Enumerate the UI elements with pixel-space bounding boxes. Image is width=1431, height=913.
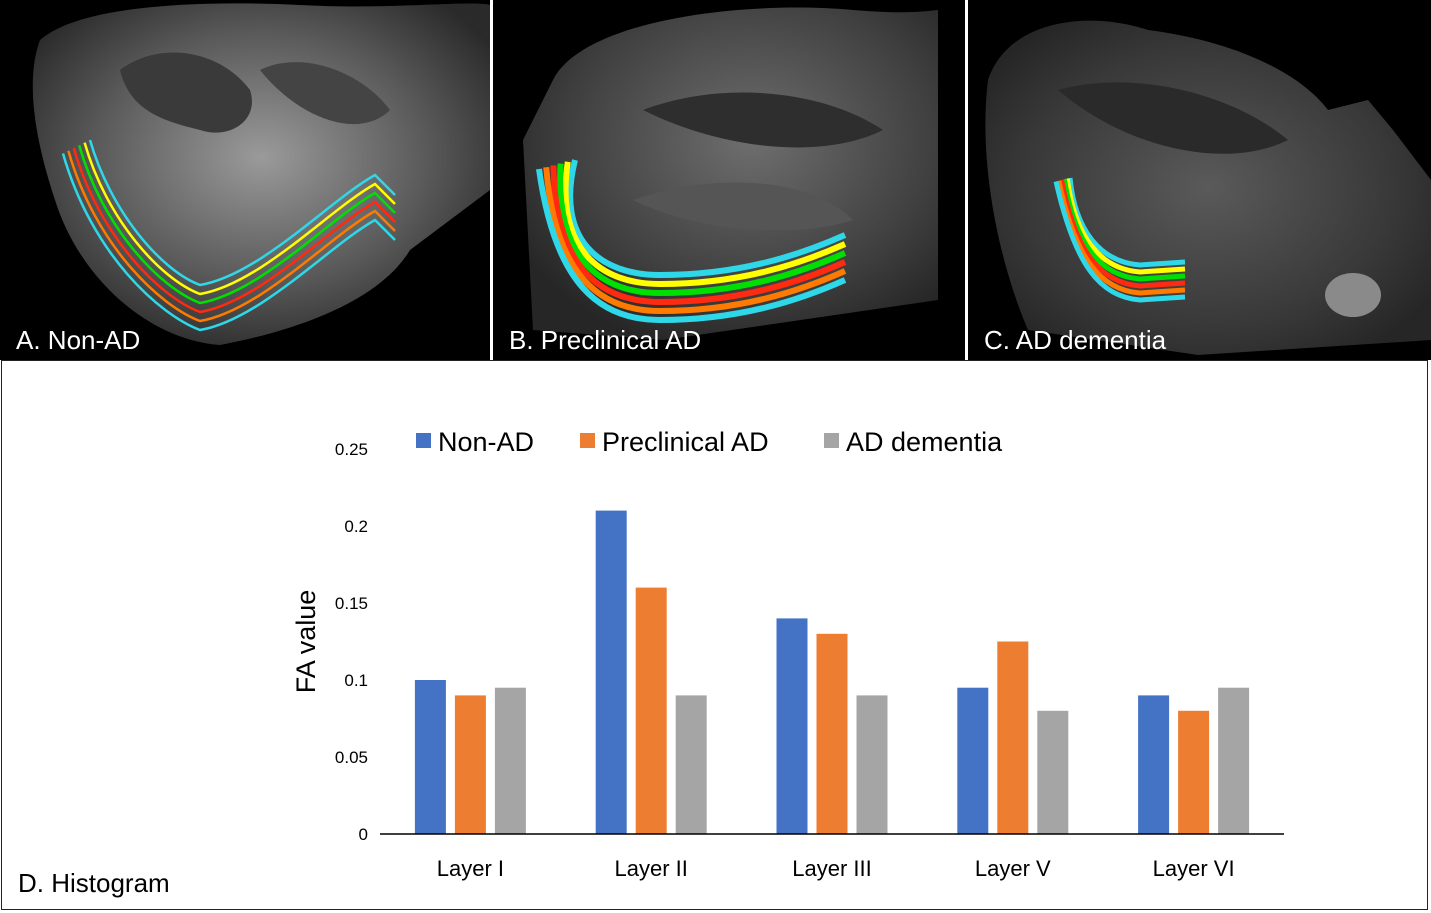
bar-series xyxy=(414,510,1250,834)
legend-label: AD dementia xyxy=(846,427,1003,457)
bar xyxy=(595,510,627,834)
cortical-layer-contours xyxy=(1053,177,1186,303)
bar xyxy=(816,633,848,834)
bar xyxy=(1138,695,1170,834)
bar xyxy=(454,695,486,834)
layer-contour-line xyxy=(1053,180,1186,303)
layer-contour-line xyxy=(557,163,847,297)
tissue-fold xyxy=(120,52,252,133)
layer-contour-line xyxy=(567,159,847,279)
panel-ad-dementia-image: C. AD dementia xyxy=(968,0,1431,360)
bar xyxy=(414,680,446,834)
y-axis: 0 0.05 0.1 0.15 0.2 0.25 xyxy=(335,440,368,844)
layer-contour-line xyxy=(1067,177,1186,268)
x-tick-label: Layer V xyxy=(975,856,1051,881)
legend-label: Preclinical AD xyxy=(602,427,769,457)
layer-contour-line xyxy=(83,142,396,296)
legend-swatch xyxy=(580,433,595,448)
layer-contour-line xyxy=(543,166,847,315)
panel-label: B. Preclinical AD xyxy=(509,325,702,355)
bar xyxy=(1178,710,1210,834)
layer-contour-line xyxy=(61,153,396,332)
x-tick-label: Layer II xyxy=(615,856,688,881)
y-tick-label: 0.05 xyxy=(335,748,368,767)
layer-contour-line xyxy=(67,150,396,323)
bar xyxy=(856,695,888,834)
tissue-fold xyxy=(260,62,390,125)
panel-label: A. Non-AD xyxy=(16,325,141,355)
bar xyxy=(997,641,1029,834)
layer-contour-line xyxy=(536,168,847,324)
x-tick-label: Layer I xyxy=(437,856,504,881)
layer-contour-line xyxy=(1059,179,1186,289)
tissue-fold xyxy=(1058,82,1288,154)
y-tick-label: 0.15 xyxy=(335,594,368,613)
x-tick-label: Layer VI xyxy=(1153,856,1235,881)
histogram-panel-label: D. Histogram xyxy=(18,868,170,898)
legend-swatch xyxy=(824,433,839,448)
histogram-panel: Non-AD Preclinical AD AD dementia 0 0.05 0.1… xyxy=(1,360,1428,910)
layer-contour-line xyxy=(1061,178,1186,282)
legend-label: Non-AD xyxy=(438,427,534,457)
layer-contour-line xyxy=(77,145,396,305)
bar-chart: Non-AD Preclinical AD AD dementia 0 0.05 0.1… xyxy=(291,427,1284,881)
layer-contour-line xyxy=(1064,178,1186,275)
bar xyxy=(675,695,707,834)
layer-contour-line xyxy=(550,165,847,306)
panel-non-ad-image: A. Non-AD xyxy=(0,0,490,360)
tissue-spot xyxy=(1325,273,1381,317)
mri-slice-non-ad xyxy=(32,3,490,345)
tissue-fold xyxy=(643,92,883,148)
panel-preclinical-ad-image: B. Preclinical AD xyxy=(493,0,965,360)
y-axis-label: FA value xyxy=(291,590,321,694)
x-tick-label: Layer III xyxy=(792,856,871,881)
bar xyxy=(494,687,526,834)
bar xyxy=(635,587,667,834)
layer-contour-line xyxy=(562,161,847,288)
cortical-layer-contours xyxy=(536,159,847,324)
bar xyxy=(776,618,808,834)
x-axis: Layer I Layer II Layer III Layer V Layer VI xyxy=(380,833,1284,881)
y-tick-label: 0.25 xyxy=(335,440,368,459)
legend-swatch xyxy=(416,433,431,448)
layer-contour-line xyxy=(1056,180,1186,296)
y-tick-label: 0.2 xyxy=(344,517,368,536)
y-tick-label: 0 xyxy=(359,825,368,844)
layer-contour-line xyxy=(88,139,396,287)
mri-slice-ad-dementia xyxy=(985,20,1431,356)
cortical-layer-contours xyxy=(61,139,396,332)
y-tick-label: 0.1 xyxy=(344,671,368,690)
panel-label: C. AD dementia xyxy=(984,325,1167,355)
layer-contour-line xyxy=(72,147,396,314)
chart-legend: Non-AD Preclinical AD AD dementia xyxy=(416,427,1003,457)
tissue-fold xyxy=(633,182,853,231)
bar xyxy=(1037,710,1069,834)
mri-slice-preclinical-ad xyxy=(523,7,938,340)
bar xyxy=(1218,687,1250,834)
bar xyxy=(957,687,989,834)
